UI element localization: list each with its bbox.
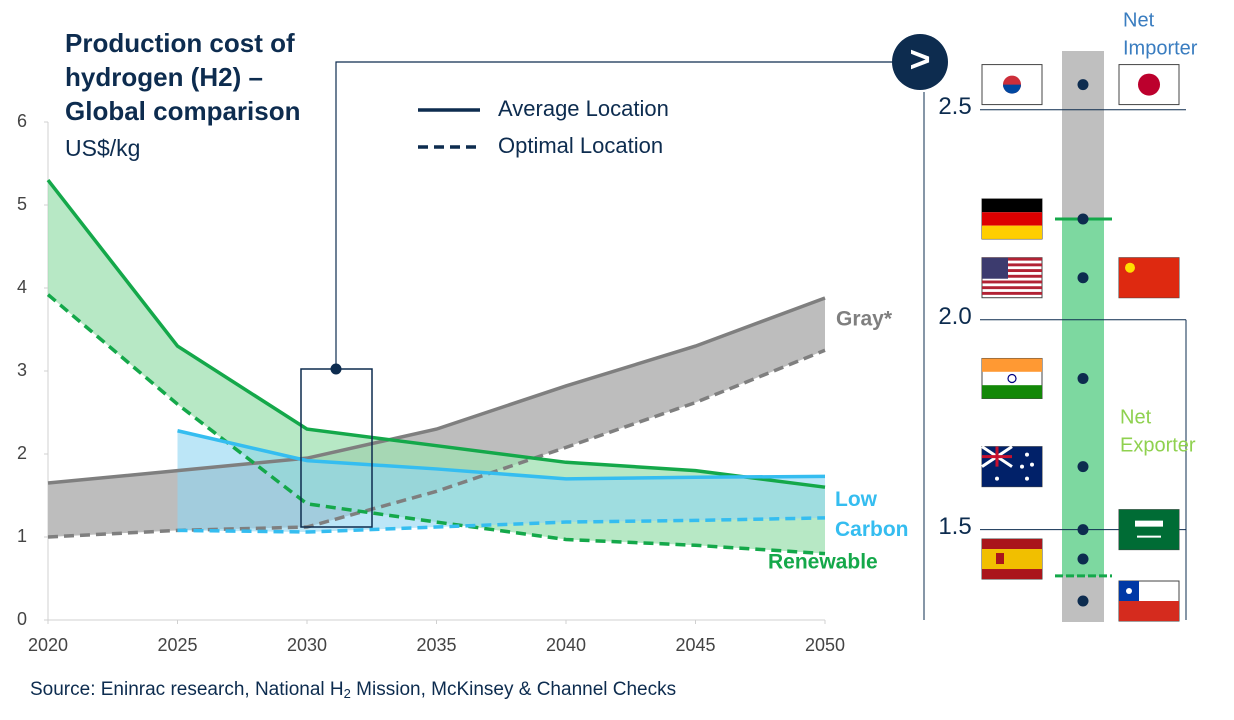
flag-part (1025, 476, 1029, 481)
y-tick-label: 4 (17, 277, 27, 297)
x-tick-label: 2030 (287, 635, 327, 655)
dot (1077, 79, 1089, 91)
y-tick-label: 6 (17, 111, 27, 131)
flag (1118, 580, 1180, 622)
flag-part (982, 446, 1012, 467)
zoom-button-circle (892, 34, 948, 90)
flag-part (1125, 262, 1135, 273)
dot (1077, 272, 1089, 284)
zone-label: Net (1120, 406, 1152, 428)
y-tick-label: 5 (17, 194, 27, 214)
flag (1118, 64, 1180, 106)
band (177, 430, 825, 533)
flag-part (1025, 452, 1029, 457)
flag-part (982, 358, 1042, 372)
x-tick-label: 2045 (675, 635, 715, 655)
flag-part (1137, 535, 1161, 538)
flag-part (982, 212, 1042, 226)
optimal-line (177, 516, 826, 534)
source-note: Source: Eninrac research, National H2 Mi… (30, 679, 676, 701)
flag (981, 64, 1043, 106)
source-part: Mission, McKinsey & Channel Checks (351, 679, 676, 700)
flag-part (982, 286, 1042, 290)
flag-part (982, 280, 1042, 284)
chart-title: Global comparison (65, 96, 301, 126)
series-label: Renewable (768, 551, 878, 574)
source-part: Source: Eninrac research, National H (30, 679, 344, 700)
flag-part (982, 257, 1042, 261)
flag-part (982, 225, 1042, 239)
y-tick-label: 2.5 (938, 93, 971, 120)
dot (1077, 524, 1089, 536)
zone-label: Net (1123, 9, 1155, 31)
x-tick-label: 2040 (546, 635, 586, 655)
y-tick-label: 2.0 (938, 303, 971, 330)
flag (981, 538, 1043, 580)
flag-part (1119, 509, 1179, 550)
connector-dot (330, 363, 342, 375)
flag-part (982, 198, 1042, 213)
flag-part (982, 291, 1042, 295)
legend-label: Optimal Location (498, 133, 663, 158)
y-tick-label: 2 (17, 443, 27, 463)
flag-part (982, 263, 1042, 267)
flag (981, 357, 1043, 399)
zoom-button-label: > (909, 39, 930, 80)
flag (1118, 257, 1180, 299)
average-line (47, 296, 826, 485)
flag-part (1007, 373, 1017, 384)
connector (335, 61, 892, 369)
series-label: Low Carbon (835, 488, 909, 541)
flag-part (996, 553, 1004, 565)
x-tick-label: 2050 (805, 635, 845, 655)
flag-part (982, 257, 1008, 279)
flag-part (982, 539, 1042, 550)
y-tick-label: 1.5 (938, 513, 971, 540)
flag (981, 257, 1043, 299)
x-tick-label: 2020 (28, 635, 68, 655)
y-tick-label: 3 (17, 360, 27, 380)
flag-part (982, 549, 1042, 570)
flag-part (1126, 588, 1132, 595)
x-tick-label: 2025 (157, 635, 197, 655)
zoom-button[interactable]: > (892, 34, 948, 90)
chart-title: Production cost of (65, 28, 295, 58)
chart-title: hydrogen (H2) – (65, 62, 263, 92)
flag-part (995, 476, 999, 481)
dot (1077, 553, 1089, 565)
zone-label: Exporter (1120, 434, 1196, 456)
flag-part (981, 64, 1043, 106)
zone-label: Importer (1123, 37, 1198, 59)
dot (1077, 461, 1089, 473)
y-tick-label: 0 (17, 609, 27, 629)
chart-subtitle: US$/kg (65, 135, 140, 161)
flag-part (982, 385, 1042, 399)
y-tick-label: 1 (17, 526, 27, 546)
flag-part (982, 269, 1042, 273)
flag (1118, 509, 1180, 551)
dot (1077, 595, 1089, 607)
source-part: 2 (344, 686, 351, 701)
flag (981, 198, 1043, 240)
flag-part (1030, 462, 1034, 467)
flag-part (1020, 464, 1024, 469)
series-label: Gray* (836, 308, 893, 331)
flag-part (982, 274, 1042, 278)
flag-part (982, 569, 1042, 580)
flag-part (1135, 520, 1163, 527)
flag-part (1003, 84, 1021, 94)
x-tick-label: 2035 (416, 635, 456, 655)
average-line (177, 429, 826, 481)
legend-label: Average Location (498, 96, 669, 121)
flag-part (1138, 73, 1160, 96)
dot (1077, 213, 1089, 225)
dot (1077, 372, 1089, 384)
average-line (46, 179, 826, 489)
flag-part (1119, 601, 1179, 622)
optimal-line (46, 293, 826, 556)
flag (981, 445, 1043, 488)
